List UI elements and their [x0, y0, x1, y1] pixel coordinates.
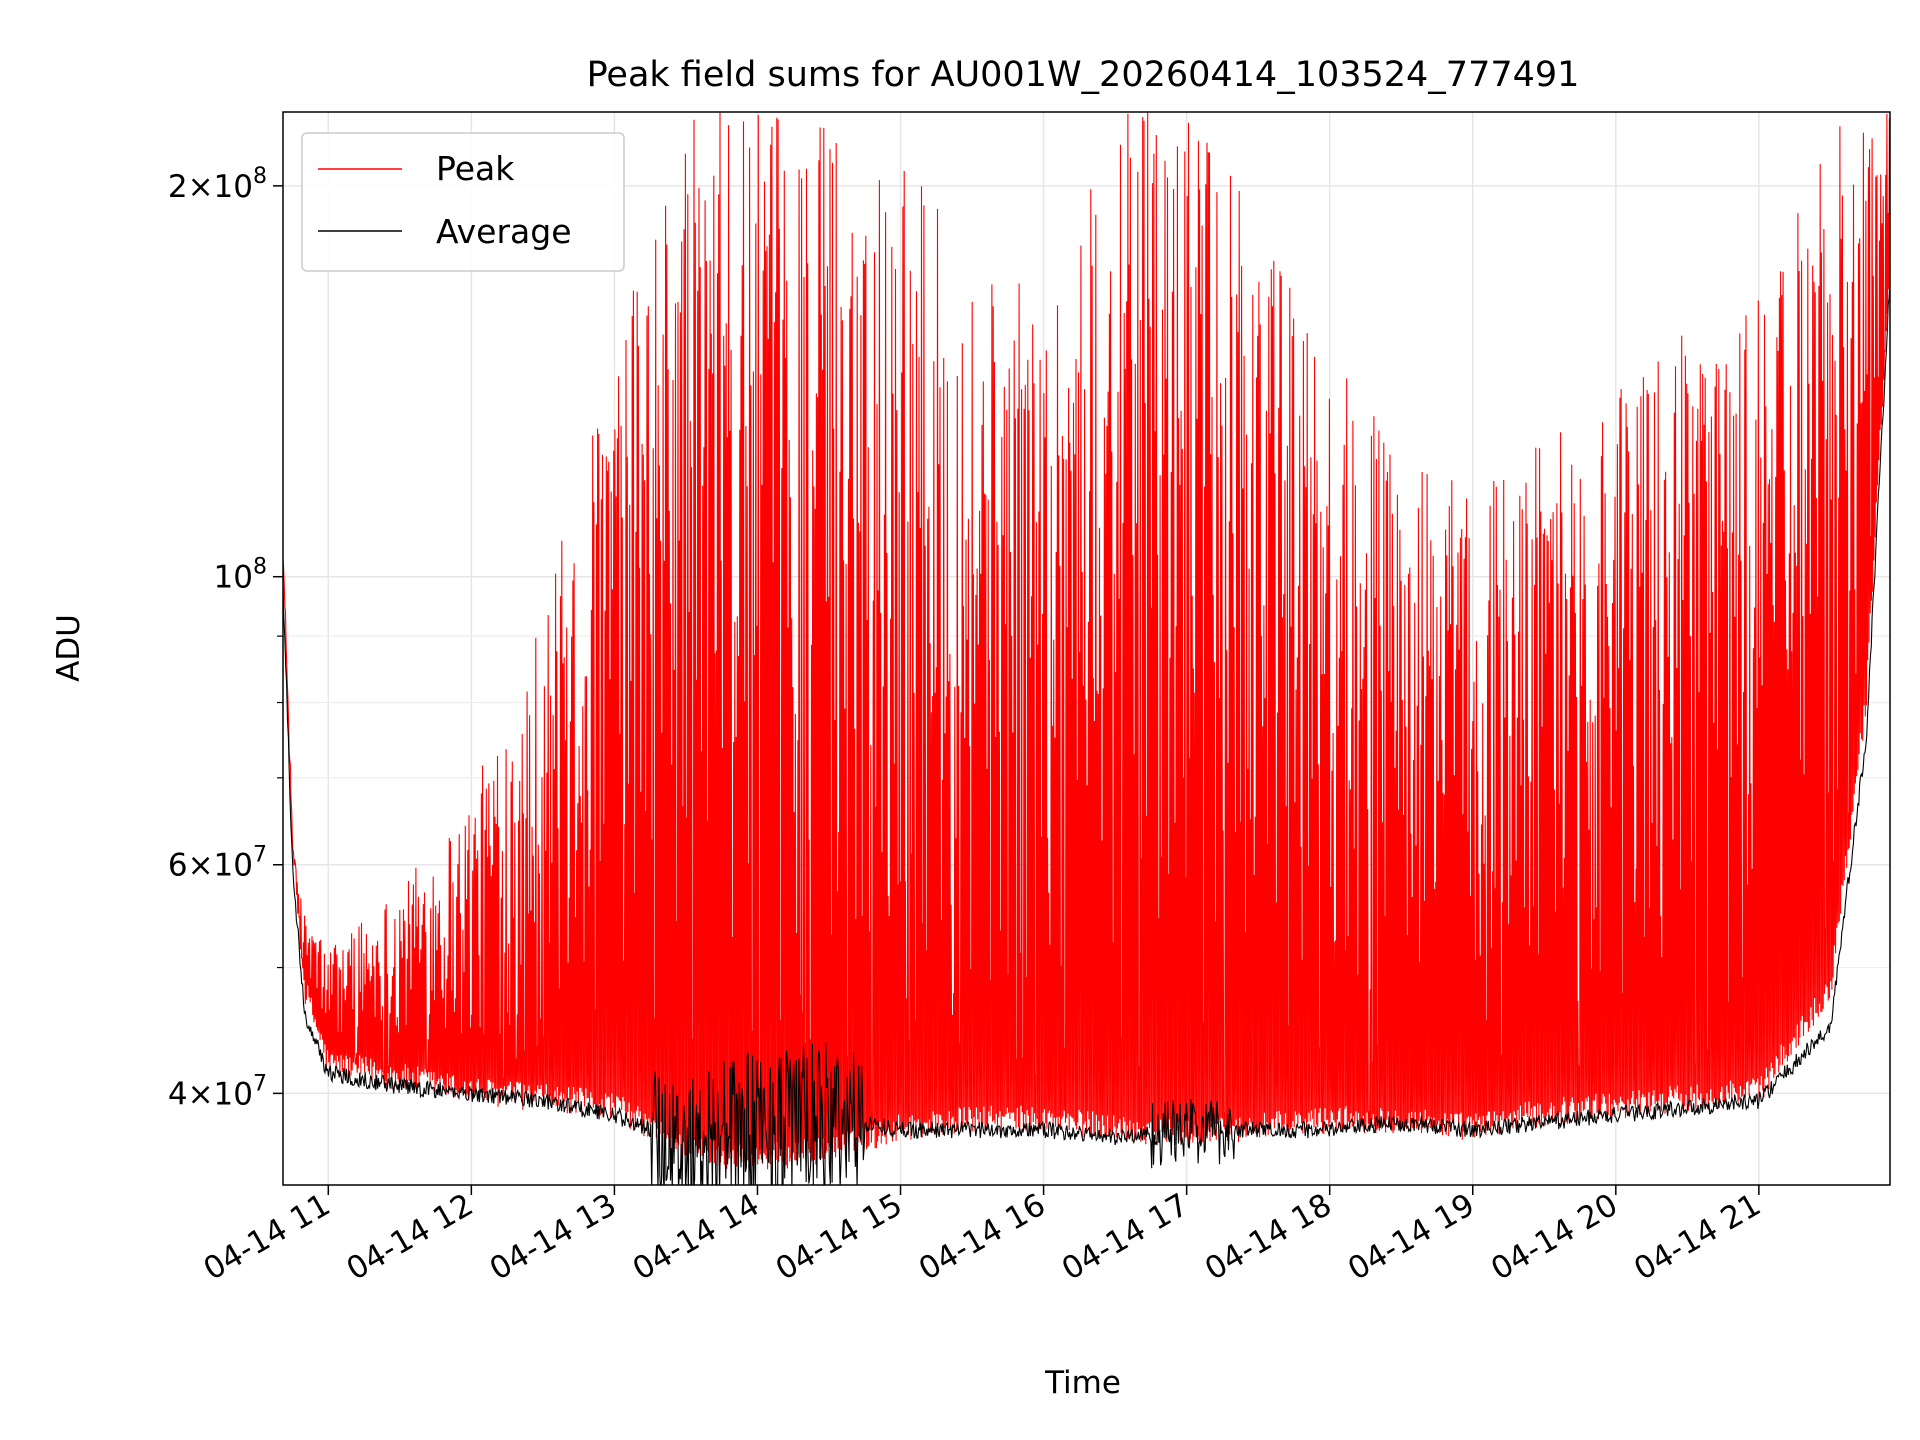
legend: Peak Average — [301, 132, 625, 272]
legend-peak-label: Peak — [436, 149, 515, 188]
average-series — [283, 281, 1890, 1185]
chart-title: Peak field sums for AU001W_20260414_1035… — [587, 55, 1580, 95]
y-tick-label: 108 — [214, 555, 267, 596]
legend-box — [301, 132, 625, 272]
y-tick-label: 2×108 — [168, 164, 267, 205]
y-axis: 4×107 6×107 108 2×108 — [168, 164, 283, 1112]
average-line — [283, 281, 1890, 1185]
y-axis-label: ADU — [51, 614, 87, 682]
y-tick-label: 4×107 — [168, 1071, 267, 1112]
x-axis-label: Time — [1044, 1365, 1121, 1401]
y-tick-label: 6×107 — [168, 843, 267, 884]
plot-frame — [282, 111, 1891, 1186]
legend-average-label: Average — [436, 212, 572, 251]
